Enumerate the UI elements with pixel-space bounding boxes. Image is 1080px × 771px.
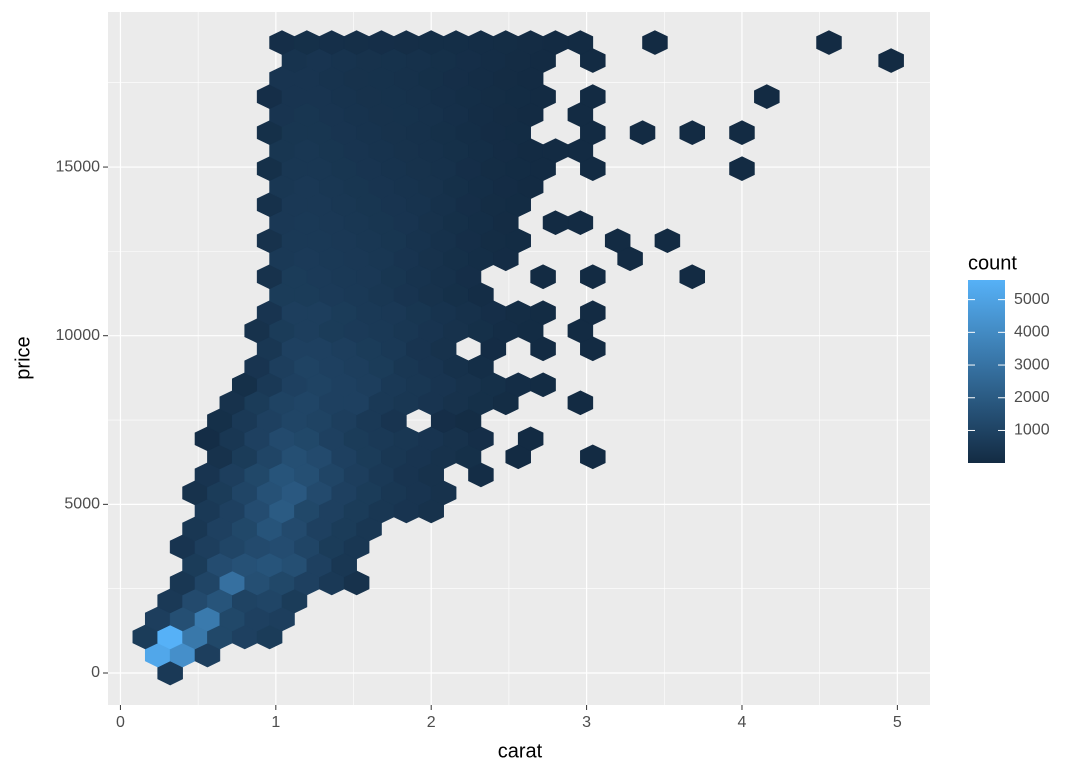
- x-axis-title: carat: [498, 740, 543, 762]
- hex-bin: [580, 264, 606, 290]
- x-tick-label: 4: [738, 714, 747, 731]
- hex-bin: [816, 30, 842, 55]
- hex-bin: [729, 156, 755, 182]
- hex-bin: [567, 30, 594, 55]
- hex-bin: [580, 300, 606, 326]
- legend-label: 5000: [1014, 291, 1050, 308]
- hex-bin: [878, 48, 904, 73]
- hex-bin: [530, 300, 556, 326]
- hex-bin: [567, 390, 594, 416]
- x-tick-label: 2: [427, 714, 436, 731]
- hex-bin: [580, 84, 606, 109]
- hex-bin: [679, 264, 706, 290]
- legend-title: count: [968, 252, 1017, 274]
- hex-bin: [729, 120, 755, 145]
- hex-bin: [567, 210, 594, 236]
- hex-bin: [642, 30, 668, 55]
- hex-bin: [754, 84, 780, 109]
- legend-label: 3000: [1014, 356, 1050, 373]
- hex-bin: [517, 426, 544, 452]
- hex-bin: [604, 228, 631, 254]
- hex-bin: [629, 120, 656, 145]
- y-tick-label: 10000: [56, 327, 101, 344]
- hex-bin: [530, 372, 556, 398]
- y-tick-label: 0: [91, 664, 100, 681]
- y-axis-title: price: [12, 336, 34, 379]
- x-tick-label: 5: [893, 714, 902, 731]
- y-tick-label: 5000: [64, 496, 100, 513]
- hex-bin: [530, 264, 556, 290]
- y-tick-label: 15000: [56, 158, 101, 175]
- legend-colorbar: [968, 280, 1005, 463]
- hex-bin: [580, 444, 606, 470]
- x-tick-label: 0: [116, 714, 125, 731]
- hex-bin: [679, 120, 706, 145]
- hex-bin: [654, 228, 681, 254]
- x-tick-label: 3: [582, 714, 591, 731]
- legend-label: 1000: [1014, 422, 1050, 439]
- legend-label: 2000: [1014, 389, 1050, 406]
- x-tick-label: 1: [271, 714, 280, 731]
- legend-label: 4000: [1014, 324, 1050, 341]
